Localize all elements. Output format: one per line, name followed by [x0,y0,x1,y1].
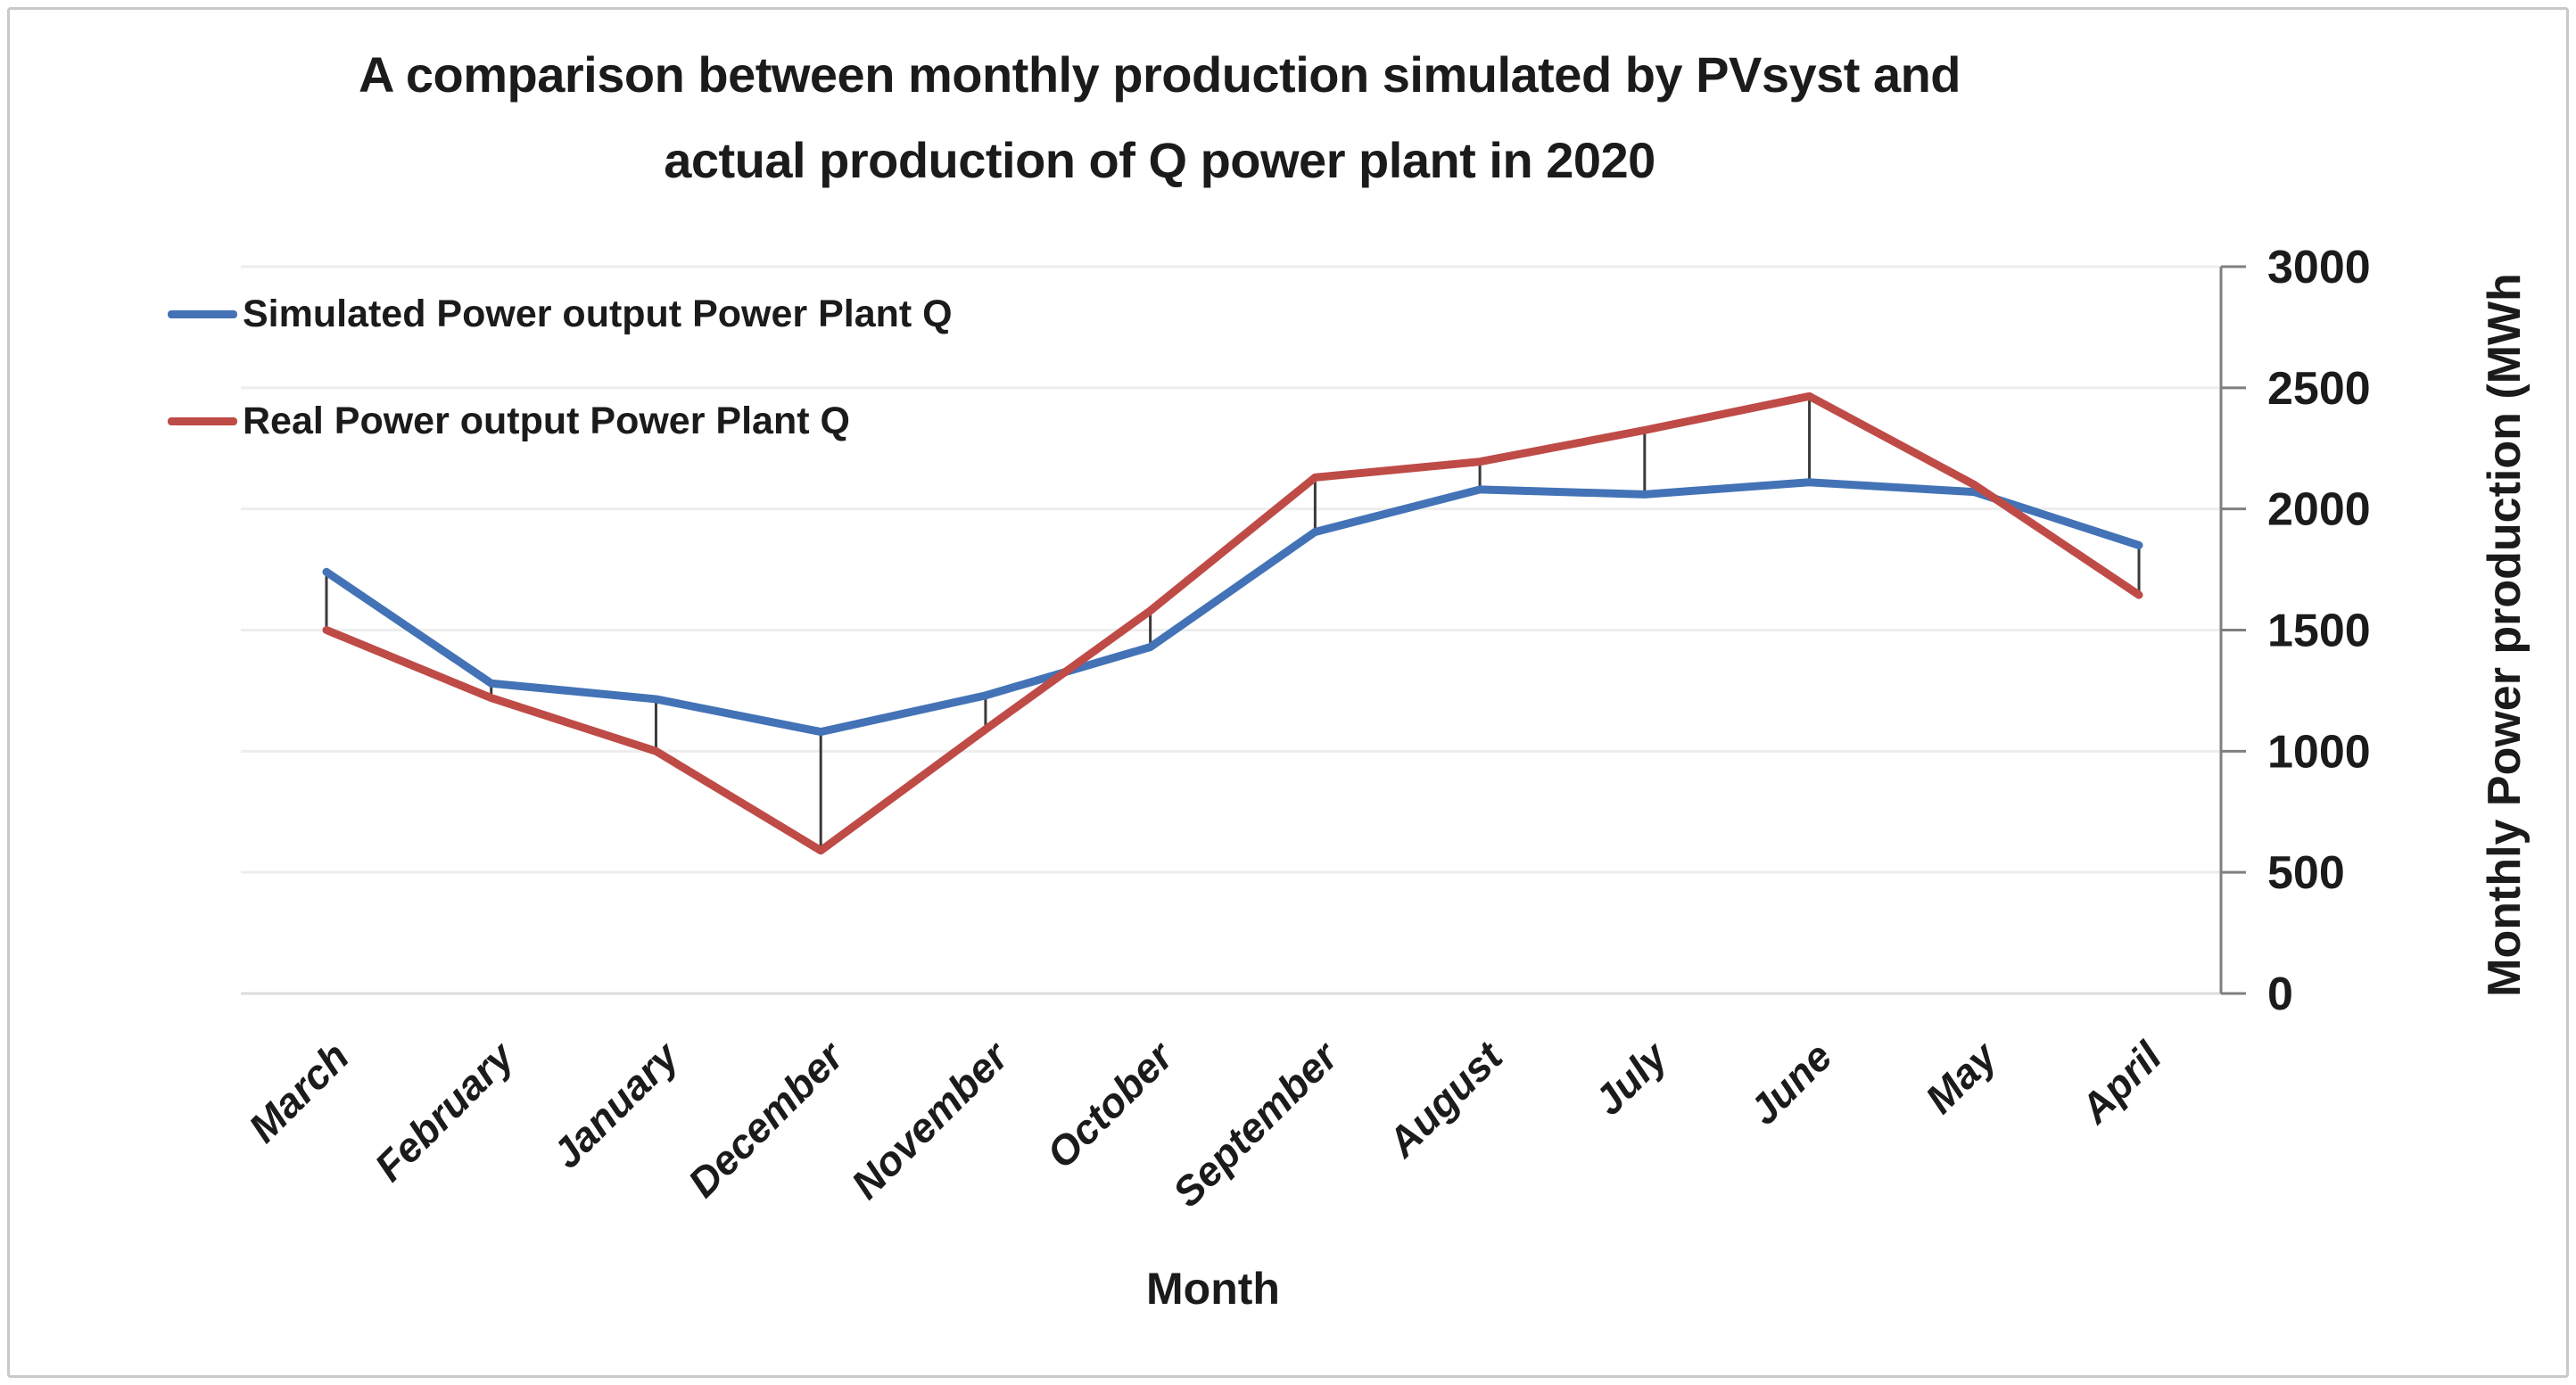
legend: Simulated Power output Power Plant Q Rea… [168,282,953,496]
chart-title: A comparison between monthly production … [152,32,2167,203]
x-tick-label-january: January [543,1032,689,1177]
y-tick-label-500: 500 [2267,847,2345,899]
simulated-series-swatch [168,309,237,318]
x-tick-label-july: July [1585,1032,1678,1125]
y-axis-title: Monthly Power production (MWh [2479,273,2531,997]
x-tick-label-february: February [366,1032,524,1191]
chart-title-line2: actual production of Q power plant in 20… [664,132,1655,188]
y-tick-label-1500: 1500 [2267,606,2371,657]
real-series-swatch [168,416,237,425]
x-tick-label-december: December [679,1032,854,1207]
x-tick-label-may: May [1916,1032,2007,1123]
y-tick-label-2000: 2000 [2267,484,2371,536]
x-tick-label-june: June [1740,1033,1841,1134]
y-tick-label-1000: 1000 [2267,726,2371,778]
y-tick-label-2500: 2500 [2267,363,2371,415]
x-tick-label-september: September [1164,1032,1348,1216]
legend-label-simulated: Simulated Power output Power Plant Q [243,292,953,335]
x-tick-label-april: April [2071,1032,2171,1132]
x-axis-title: Month [1146,1264,1280,1314]
legend-item-real: Real Power output Power Plant Q [168,389,953,453]
y-tick-label-0: 0 [2267,969,2293,1020]
x-tick-label-october: October [1037,1032,1183,1177]
chart-title-line1: A comparison between monthly production … [358,46,1961,103]
legend-label-real: Real Power output Power Plant Q [243,399,850,442]
y-tick-label-3000: 3000 [2267,242,2371,293]
x-tick-label-august: August [1378,1032,1513,1167]
x-tick-label-march: March [239,1033,358,1151]
x-tick-label-november: November [842,1032,1018,1208]
simulated-series-line [322,478,2143,737]
legend-item-simulated: Simulated Power output Power Plant Q [168,282,953,346]
real-series-line [322,392,2143,855]
